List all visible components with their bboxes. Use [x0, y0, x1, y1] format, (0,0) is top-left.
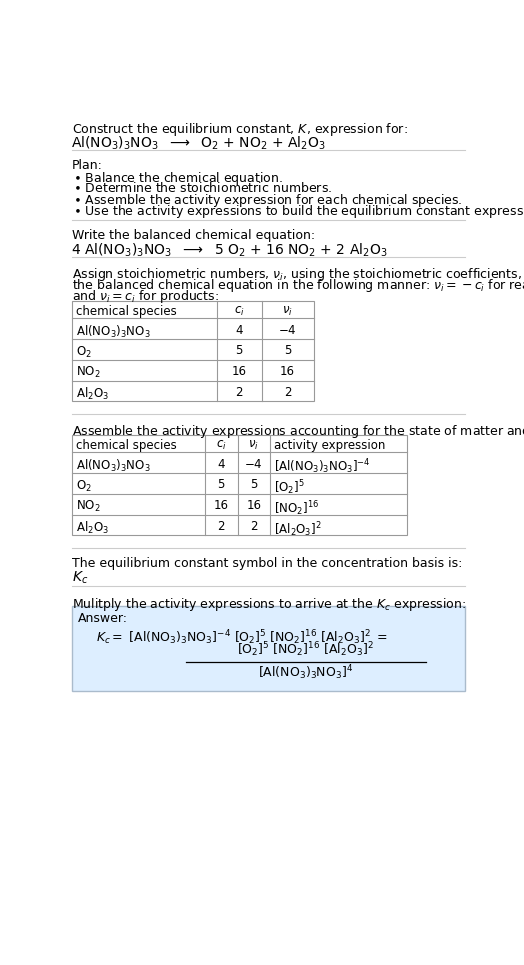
Text: O$_2$: O$_2$: [75, 479, 91, 493]
Text: 16: 16: [232, 366, 247, 378]
Text: 16: 16: [214, 499, 229, 512]
Text: $K_c$: $K_c$: [72, 569, 88, 586]
Text: 5: 5: [217, 479, 225, 491]
Text: [Al$_2$O$_3$]$^2$: [Al$_2$O$_3$]$^2$: [274, 520, 322, 538]
Text: Construct the equilibrium constant, $K$, expression for:: Construct the equilibrium constant, $K$,…: [72, 122, 408, 138]
Text: and $\nu_i = c_i$ for products:: and $\nu_i = c_i$ for products:: [72, 288, 219, 305]
Text: [NO$_2$]$^{16}$: [NO$_2$]$^{16}$: [274, 499, 319, 518]
Text: Assign stoichiometric numbers, $\nu_i$, using the stoichiometric coefficients, $: Assign stoichiometric numbers, $\nu_i$, …: [72, 266, 524, 283]
Text: chemical species: chemical species: [75, 439, 176, 453]
Text: 16: 16: [280, 366, 295, 378]
Text: $c_i$: $c_i$: [234, 305, 245, 318]
Text: [O$_2$]$^5$: [O$_2$]$^5$: [274, 479, 305, 497]
Text: 4: 4: [235, 323, 243, 337]
Text: 5: 5: [284, 345, 291, 357]
Text: NO$_2$: NO$_2$: [75, 499, 100, 514]
Text: 4 Al(NO$_3$)$_3$NO$_3$  $\longrightarrow$  5 O$_2$ + 16 NO$_2$ + 2 Al$_2$O$_3$: 4 Al(NO$_3$)$_3$NO$_3$ $\longrightarrow$…: [71, 241, 388, 259]
Text: 2: 2: [235, 386, 243, 400]
Text: Assemble the activity expressions accounting for the state of matter and $\nu_i$: Assemble the activity expressions accoun…: [72, 423, 524, 440]
Text: [O$_2$]$^5$ [NO$_2$]$^{16}$ [Al$_2$O$_3$]$^2$: [O$_2$]$^5$ [NO$_2$]$^{16}$ [Al$_2$O$_3$…: [237, 640, 374, 659]
Text: [Al(NO$_3$)$_3$NO$_3$]$^{-4}$: [Al(NO$_3$)$_3$NO$_3$]$^{-4}$: [274, 457, 370, 477]
Text: the balanced chemical equation in the following manner: $\nu_i = -c_i$ for react: the balanced chemical equation in the fo…: [72, 277, 524, 293]
Text: The equilibrium constant symbol in the concentration basis is:: The equilibrium constant symbol in the c…: [72, 557, 462, 570]
Text: $c_i$: $c_i$: [216, 439, 227, 453]
Text: 5: 5: [235, 345, 243, 357]
Text: Al$_2$O$_3$: Al$_2$O$_3$: [75, 520, 108, 537]
Text: Mulitply the activity expressions to arrive at the $K_c$ expression:: Mulitply the activity expressions to arr…: [72, 595, 466, 613]
Text: 2: 2: [217, 520, 225, 533]
FancyBboxPatch shape: [72, 435, 407, 536]
Text: 2: 2: [284, 386, 291, 400]
Text: O$_2$: O$_2$: [75, 345, 91, 360]
Text: Plan:: Plan:: [72, 159, 103, 172]
Text: $\bullet$ Balance the chemical equation.: $\bullet$ Balance the chemical equation.: [73, 171, 283, 187]
Text: [Al(NO$_3$)$_3$NO$_3$]$^4$: [Al(NO$_3$)$_3$NO$_3$]$^4$: [258, 663, 353, 682]
Text: $\nu_i$: $\nu_i$: [248, 439, 259, 453]
Text: Answer:: Answer:: [78, 613, 128, 625]
Text: chemical species: chemical species: [75, 305, 176, 318]
Text: $\bullet$ Assemble the activity expression for each chemical species.: $\bullet$ Assemble the activity expressi…: [73, 192, 463, 209]
Text: Write the balanced chemical equation:: Write the balanced chemical equation:: [72, 229, 315, 242]
Text: Al$_2$O$_3$: Al$_2$O$_3$: [75, 386, 108, 402]
FancyBboxPatch shape: [72, 301, 313, 401]
Text: activity expression: activity expression: [274, 439, 385, 453]
Text: 5: 5: [250, 479, 257, 491]
Text: NO$_2$: NO$_2$: [75, 366, 100, 380]
Text: $-$4: $-$4: [245, 457, 263, 471]
Text: Al(NO$_3$)$_3$NO$_3$: Al(NO$_3$)$_3$NO$_3$: [75, 457, 150, 474]
FancyBboxPatch shape: [72, 606, 465, 691]
Text: 16: 16: [246, 499, 261, 512]
Text: $\bullet$ Use the activity expressions to build the equilibrium constant express: $\bullet$ Use the activity expressions t…: [73, 203, 524, 220]
Text: 2: 2: [250, 520, 258, 533]
Text: $\bullet$ Determine the stoichiometric numbers.: $\bullet$ Determine the stoichiometric n…: [73, 181, 332, 195]
Text: 4: 4: [217, 457, 225, 471]
Text: Al(NO$_3$)$_3$NO$_3$: Al(NO$_3$)$_3$NO$_3$: [75, 323, 150, 340]
Text: $\nu_i$: $\nu_i$: [282, 305, 293, 318]
Text: Al(NO$_3$)$_3$NO$_3$  $\longrightarrow$  O$_2$ + NO$_2$ + Al$_2$O$_3$: Al(NO$_3$)$_3$NO$_3$ $\longrightarrow$ O…: [71, 134, 326, 152]
Text: $-$4: $-$4: [278, 323, 297, 337]
Text: $K_c = $ [Al(NO$_3$)$_3$NO$_3$]$^{-4}$ [O$_2$]$^5$ [NO$_2$]$^{16}$ [Al$_2$O$_3$]: $K_c = $ [Al(NO$_3$)$_3$NO$_3$]$^{-4}$ […: [96, 628, 388, 647]
